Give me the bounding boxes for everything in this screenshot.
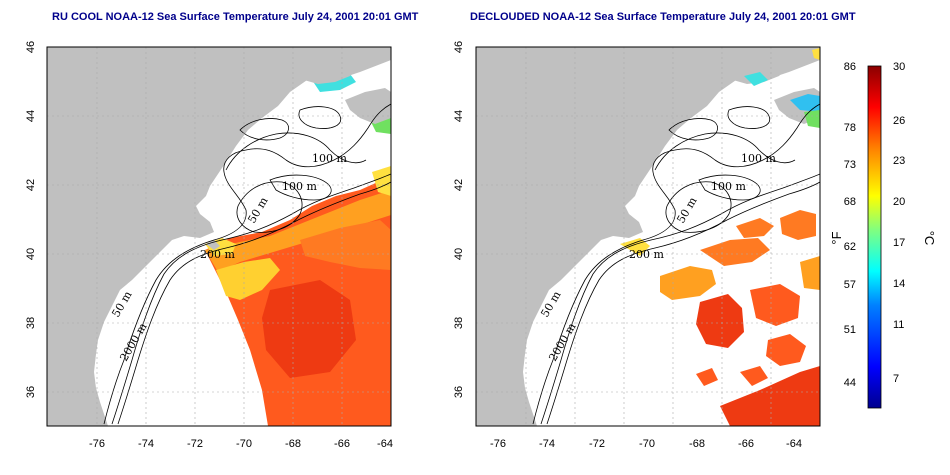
right-x-tick: -70	[639, 438, 655, 450]
left-x-tick: -68	[285, 438, 301, 450]
fahrenheit-label: 44	[844, 377, 856, 389]
left-x-tick: -64	[377, 438, 393, 450]
contour-label-100m-2: 100 m	[282, 180, 317, 193]
contour-label-100m-1: 100 m	[741, 152, 776, 165]
left-y-tick: 38	[25, 317, 37, 329]
right-x-tick: -68	[689, 438, 705, 450]
right-x-tick: -64	[786, 438, 802, 450]
right-x-tick: -76	[490, 438, 506, 450]
left-y-tick: 40	[25, 248, 37, 260]
fahrenheit-label: 73	[844, 159, 856, 171]
right-y-tick: 36	[453, 386, 465, 398]
right-x-tick: -72	[589, 438, 605, 450]
left-x-tick: -66	[334, 438, 350, 450]
right-y-axis: 46 44 42 40 38 36	[453, 41, 465, 398]
right-y-tick: 38	[453, 317, 465, 329]
contour-label-200m: 200 m	[200, 248, 235, 261]
left-y-tick: 44	[25, 110, 37, 122]
left-x-tick: -74	[138, 438, 154, 450]
left-y-tick: 46	[25, 41, 37, 53]
right-y-tick: 40	[453, 248, 465, 260]
contour-label-100m-1: 100 m	[312, 152, 347, 165]
celsius-label: 26	[893, 115, 905, 127]
left-y-tick: 36	[25, 386, 37, 398]
right-x-tick: -74	[539, 438, 555, 450]
right-map-panel: 100 m 100 m 50 m 200 m 50 m 2000 m -76 -…	[453, 41, 821, 450]
left-x-tick: -76	[89, 438, 105, 450]
right-y-tick: 44	[453, 110, 465, 122]
celsius-label: 14	[893, 278, 905, 290]
fahrenheit-scale: 86 78 73 68 62 57 51 44	[844, 61, 856, 389]
left-y-tick: 42	[25, 179, 37, 191]
celsius-label: 11	[893, 319, 904, 331]
celsius-unit-label: °C	[922, 231, 937, 246]
left-map-title: RU COOL NOAA-12 Sea Surface Temperature …	[52, 11, 419, 23]
celsius-label: 17	[893, 237, 905, 249]
left-sst-overlay: 100 m 100 m 50 m 200 m 50 m 2000 m	[47, 47, 391, 426]
left-x-tick: -72	[187, 438, 203, 450]
right-sst-overlay: 100 m 100 m 50 m 200 m 50 m 2000 m	[476, 47, 820, 426]
contour-label-100m-2: 100 m	[711, 180, 746, 193]
right-y-tick: 46	[453, 41, 465, 53]
celsius-label: 23	[893, 155, 905, 167]
left-x-axis: -76 -74 -72 -70 -68 -66 -64	[89, 438, 393, 450]
fahrenheit-label: 86	[844, 61, 856, 73]
right-y-tick: 42	[453, 179, 465, 191]
celsius-label: 20	[893, 196, 905, 208]
contour-label-200m: 200 m	[629, 248, 664, 261]
right-x-axis: -76 -74 -72 -70 -68 -66 -64	[490, 438, 802, 450]
celsius-scale: 30 26 23 20 17 14 11 7	[893, 61, 905, 385]
fahrenheit-label: 51	[844, 324, 856, 336]
celsius-label: 30	[893, 61, 905, 73]
left-map-panel: 100 m 100 m 50 m 200 m 50 m 2000 m -76 -…	[25, 41, 393, 450]
fahrenheit-label: 62	[844, 241, 856, 253]
left-y-axis: 46 44 42 40 38 36	[25, 41, 37, 398]
celsius-label: 7	[893, 373, 899, 385]
colorbar-gradient	[867, 65, 882, 409]
temperature-colorbar: 86 78 73 68 62 57 51 44 30 26 23 20 17 1…	[829, 61, 937, 409]
right-x-tick: -66	[738, 438, 754, 450]
fahrenheit-label: 68	[844, 196, 856, 208]
fahrenheit-unit-label: °F	[829, 231, 844, 244]
fahrenheit-label: 57	[844, 279, 856, 291]
left-map-frame	[46, 46, 392, 427]
fahrenheit-label: 78	[844, 122, 856, 134]
right-map-title: DECLOUDED NOAA-12 Sea Surface Temperatur…	[470, 11, 856, 23]
left-x-tick: -70	[236, 438, 252, 450]
right-map-frame	[475, 46, 821, 427]
